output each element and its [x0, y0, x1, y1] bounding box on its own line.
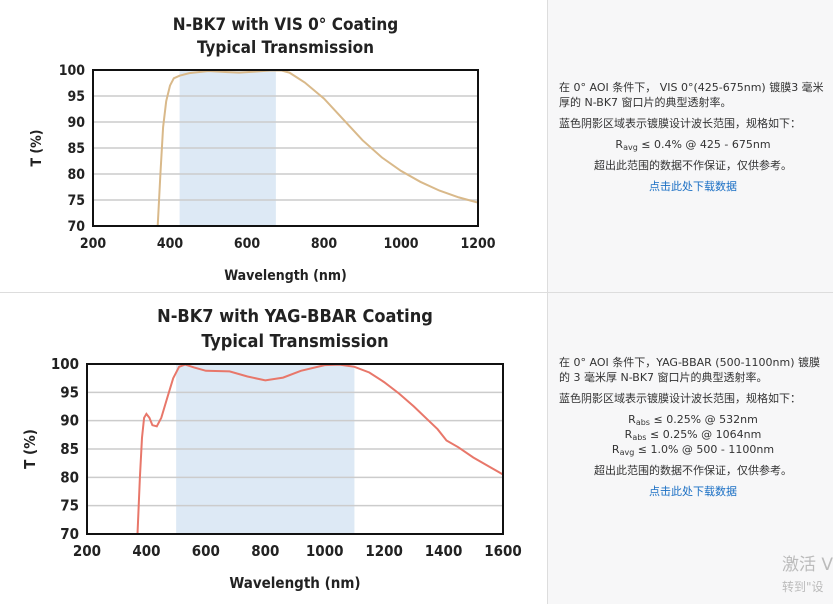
x-tick-label: 800: [251, 542, 279, 560]
x-tick-label: 1200: [365, 542, 403, 560]
chart-yag-coating: N-BK7 with YAG-BBAR Coating Typical Trans…: [21, 306, 522, 592]
x-tick-label: 200: [80, 236, 107, 252]
band-note: 蓝色阴影区域表示镀膜设计波长范围，规格如下：: [559, 117, 801, 130]
y-tick-label: 80: [60, 468, 79, 486]
y-tick-label: 70: [60, 525, 79, 543]
x-tick-label: 400: [132, 542, 160, 560]
spec-line: Rabs ≤ 0.25% @ 532nm: [628, 413, 758, 427]
spec-line: Ravg ≤ 0.4% @ 425 - 675nm: [615, 138, 771, 152]
x-tick-label: 1400: [425, 542, 463, 560]
row-yag-coating: N-BK7 with YAG-BBAR Coating Typical Trans…: [0, 293, 833, 604]
y-tick-label: 100: [59, 63, 86, 79]
plot-frame: [92, 69, 479, 227]
watermark-line1: 激活 V: [782, 555, 833, 575]
y-tick-label: 85: [60, 440, 79, 458]
row-vis-coating: N-BK7 with VIS 0° Coating Typical Transmi…: [0, 0, 833, 293]
y-tick-label: 75: [67, 193, 85, 209]
y-tick-label: 85: [67, 141, 85, 157]
band-note: 蓝色阴影区域表示镀膜设计波长范围，规格如下：: [559, 392, 801, 405]
y-tick-label: 95: [67, 89, 85, 105]
y-tick-label: 70: [67, 219, 85, 235]
desc-text: 在 0° AOI 条件下， VIS 0°(425-675nm) 镀膜3 毫米厚的…: [559, 81, 824, 109]
description-yag: 在 0° AOI 条件下，YAG-BBAR (500-1100nm) 镀膜的 3…: [559, 355, 827, 505]
spec-line: Rabs ≤ 0.25% @ 1064nm: [624, 428, 762, 442]
chart-title: N-BK7 with VIS 0° Coating: [173, 15, 398, 35]
y-tick-label: 100: [51, 355, 79, 373]
plot-frame: [86, 363, 504, 535]
x-axis-label: Wavelength (nm): [224, 268, 346, 284]
y-tick-label: 80: [67, 167, 85, 183]
x-axis-label: Wavelength (nm): [229, 574, 360, 592]
y-tick-label: 75: [60, 497, 79, 515]
y-axis-label: T (%): [21, 429, 39, 469]
x-tick-label: 1000: [306, 542, 344, 560]
x-tick-label: 1600: [484, 542, 522, 560]
x-tick-label: 200: [73, 542, 101, 560]
download-data-link[interactable]: 点击此处下载数据: [649, 180, 737, 193]
x-tick-label: 600: [192, 542, 220, 560]
y-tick-label: 90: [67, 115, 85, 131]
x-tick-label: 1000: [383, 236, 418, 252]
y-axis-label: T (%): [29, 129, 45, 166]
x-tick-label: 1200: [460, 236, 495, 252]
disclaimer: 超出此范围的数据不作保证，仅供参考。: [594, 464, 792, 477]
chart-vis-coating: N-BK7 with VIS 0° Coating Typical Transmi…: [29, 15, 496, 284]
x-tick-label: 600: [234, 236, 261, 252]
chart-title: N-BK7 with YAG-BBAR Coating: [157, 306, 433, 327]
x-tick-label: 400: [157, 236, 184, 252]
transmission-line: [136, 363, 504, 535]
desc-text: 在 0° AOI 条件下，YAG-BBAR (500-1100nm) 镀膜的 3…: [559, 356, 821, 384]
y-tick-label: 90: [60, 412, 79, 430]
x-tick-label: 800: [311, 236, 338, 252]
chart-subtitle: Typical Transmission: [197, 38, 374, 58]
spec-line: Ravg ≤ 1.0% @ 500 - 1100nm: [611, 443, 775, 457]
disclaimer: 超出此范围的数据不作保证，仅供参考。: [594, 159, 792, 172]
description-vis: 在 0° AOI 条件下， VIS 0°(425-675nm) 镀膜3 毫米厚的…: [559, 80, 827, 200]
chart-subtitle: Typical Transmission: [201, 331, 388, 352]
download-data-link[interactable]: 点击此处下载数据: [649, 485, 737, 498]
y-tick-label: 95: [60, 383, 79, 401]
watermark-line2: 转到"设: [782, 580, 824, 594]
